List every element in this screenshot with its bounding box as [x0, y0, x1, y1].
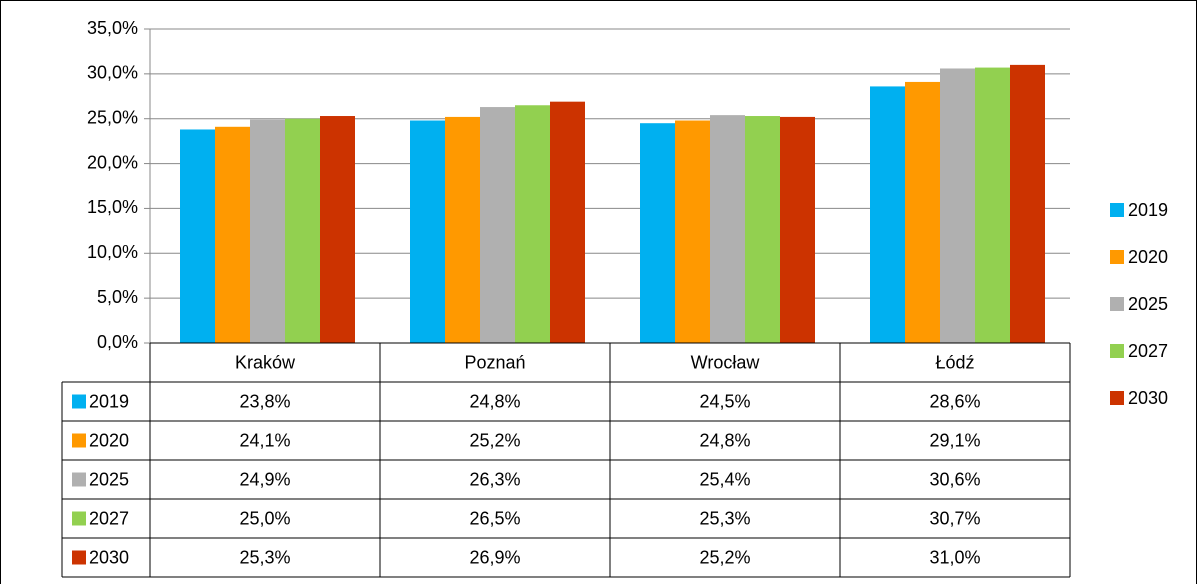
table-legend-key — [72, 511, 86, 526]
legend-key — [1110, 203, 1124, 217]
table-cell: 26,9% — [469, 547, 520, 567]
bar — [640, 123, 675, 343]
bar — [975, 67, 1010, 343]
x-tick-label: Łódź — [935, 352, 974, 372]
table-cell: 30,7% — [929, 508, 980, 528]
table-legend-key — [72, 472, 86, 487]
table-legend-key — [72, 394, 86, 409]
table-cell: 24,5% — [699, 391, 750, 411]
legend-key — [1110, 297, 1124, 311]
bar — [745, 116, 780, 343]
y-tick-label: 5,0% — [97, 287, 138, 307]
bar — [870, 86, 905, 343]
y-tick-label: 15,0% — [87, 197, 138, 217]
y-tick-label: 35,0% — [87, 18, 138, 38]
y-tick-label: 25,0% — [87, 107, 138, 127]
legend-label: 2019 — [1128, 200, 1168, 220]
legend-key — [1110, 391, 1124, 405]
table-cell: 25,2% — [469, 430, 520, 450]
table-cell: 25,3% — [239, 547, 290, 567]
bar — [215, 126, 250, 343]
bar — [320, 116, 355, 343]
legend-label: 2020 — [1128, 247, 1168, 267]
x-tick-label: Poznań — [464, 352, 525, 372]
bar — [675, 120, 710, 343]
table-cell: 24,8% — [469, 391, 520, 411]
bar — [410, 120, 445, 343]
table-row-label: 2030 — [89, 547, 129, 567]
table-legend-key — [72, 433, 86, 448]
table-row-label: 2020 — [89, 430, 129, 450]
table-cell: 24,8% — [699, 430, 750, 450]
table-cell: 25,0% — [239, 508, 290, 528]
bar — [940, 68, 975, 343]
bar — [1010, 64, 1045, 343]
table-legend-key — [72, 550, 86, 565]
table-cell: 24,1% — [239, 430, 290, 450]
table-cell: 31,0% — [929, 547, 980, 567]
table-row-label: 2027 — [89, 508, 129, 528]
table-cell: 29,1% — [929, 430, 980, 450]
bar — [480, 107, 515, 344]
x-tick-label: Wrocław — [691, 352, 761, 372]
y-tick-label: 20,0% — [87, 152, 138, 172]
table-cell: 25,4% — [699, 469, 750, 489]
bar — [905, 81, 940, 343]
legend-label: 2030 — [1128, 388, 1168, 408]
table-cell: 26,3% — [469, 469, 520, 489]
bar — [445, 116, 480, 343]
legend-label: 2027 — [1128, 341, 1168, 361]
legend-label: 2025 — [1128, 294, 1168, 314]
bar — [250, 119, 285, 344]
bar — [515, 105, 550, 343]
table-row-label: 2019 — [89, 391, 129, 411]
bar — [780, 116, 815, 343]
bar — [710, 115, 745, 343]
y-tick-label: 30,0% — [87, 63, 138, 83]
bar — [550, 101, 585, 343]
table-cell: 25,3% — [699, 508, 750, 528]
table-cell: 23,8% — [239, 391, 290, 411]
y-tick-label: 10,0% — [87, 242, 138, 262]
legend-key — [1110, 250, 1124, 264]
legend-key — [1110, 344, 1124, 358]
table-cell: 26,5% — [469, 508, 520, 528]
table-row-label: 2025 — [89, 469, 129, 489]
table-cell: 24,9% — [239, 469, 290, 489]
y-tick-label: 0,0% — [97, 332, 138, 352]
table-cell: 28,6% — [929, 391, 980, 411]
bar — [180, 129, 215, 343]
table-cell: 25,2% — [699, 547, 750, 567]
x-tick-label: Kraków — [235, 352, 296, 372]
table-cell: 30,6% — [929, 469, 980, 489]
bar — [285, 118, 320, 343]
